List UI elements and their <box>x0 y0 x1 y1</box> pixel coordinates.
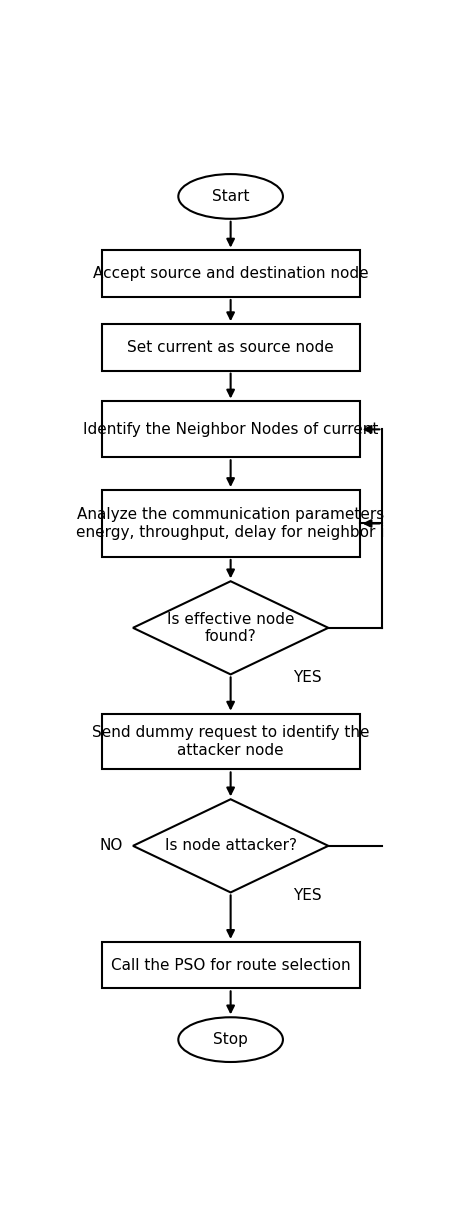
Text: Send dummy request to identify the
attacker node: Send dummy request to identify the attac… <box>92 725 369 757</box>
Text: Identify the Neighbor Nodes of current: Identify the Neighbor Nodes of current <box>83 422 378 437</box>
Text: Is node attacker?: Is node attacker? <box>165 839 297 853</box>
Text: Set current as source node: Set current as source node <box>127 340 334 355</box>
Text: YES: YES <box>293 670 322 685</box>
Text: Is effective node
found?: Is effective node found? <box>167 611 294 644</box>
Text: Analyze the communication parameters
energy, throughput, delay for neighbor i: Analyze the communication parameters ene… <box>76 507 385 540</box>
Text: Call the PSO for route selection: Call the PSO for route selection <box>111 957 351 973</box>
Text: NO: NO <box>99 839 122 853</box>
Text: Start: Start <box>212 189 249 204</box>
Text: Accept source and destination node: Accept source and destination node <box>93 266 369 281</box>
Text: YES: YES <box>293 888 322 903</box>
Text: Stop: Stop <box>213 1032 248 1047</box>
